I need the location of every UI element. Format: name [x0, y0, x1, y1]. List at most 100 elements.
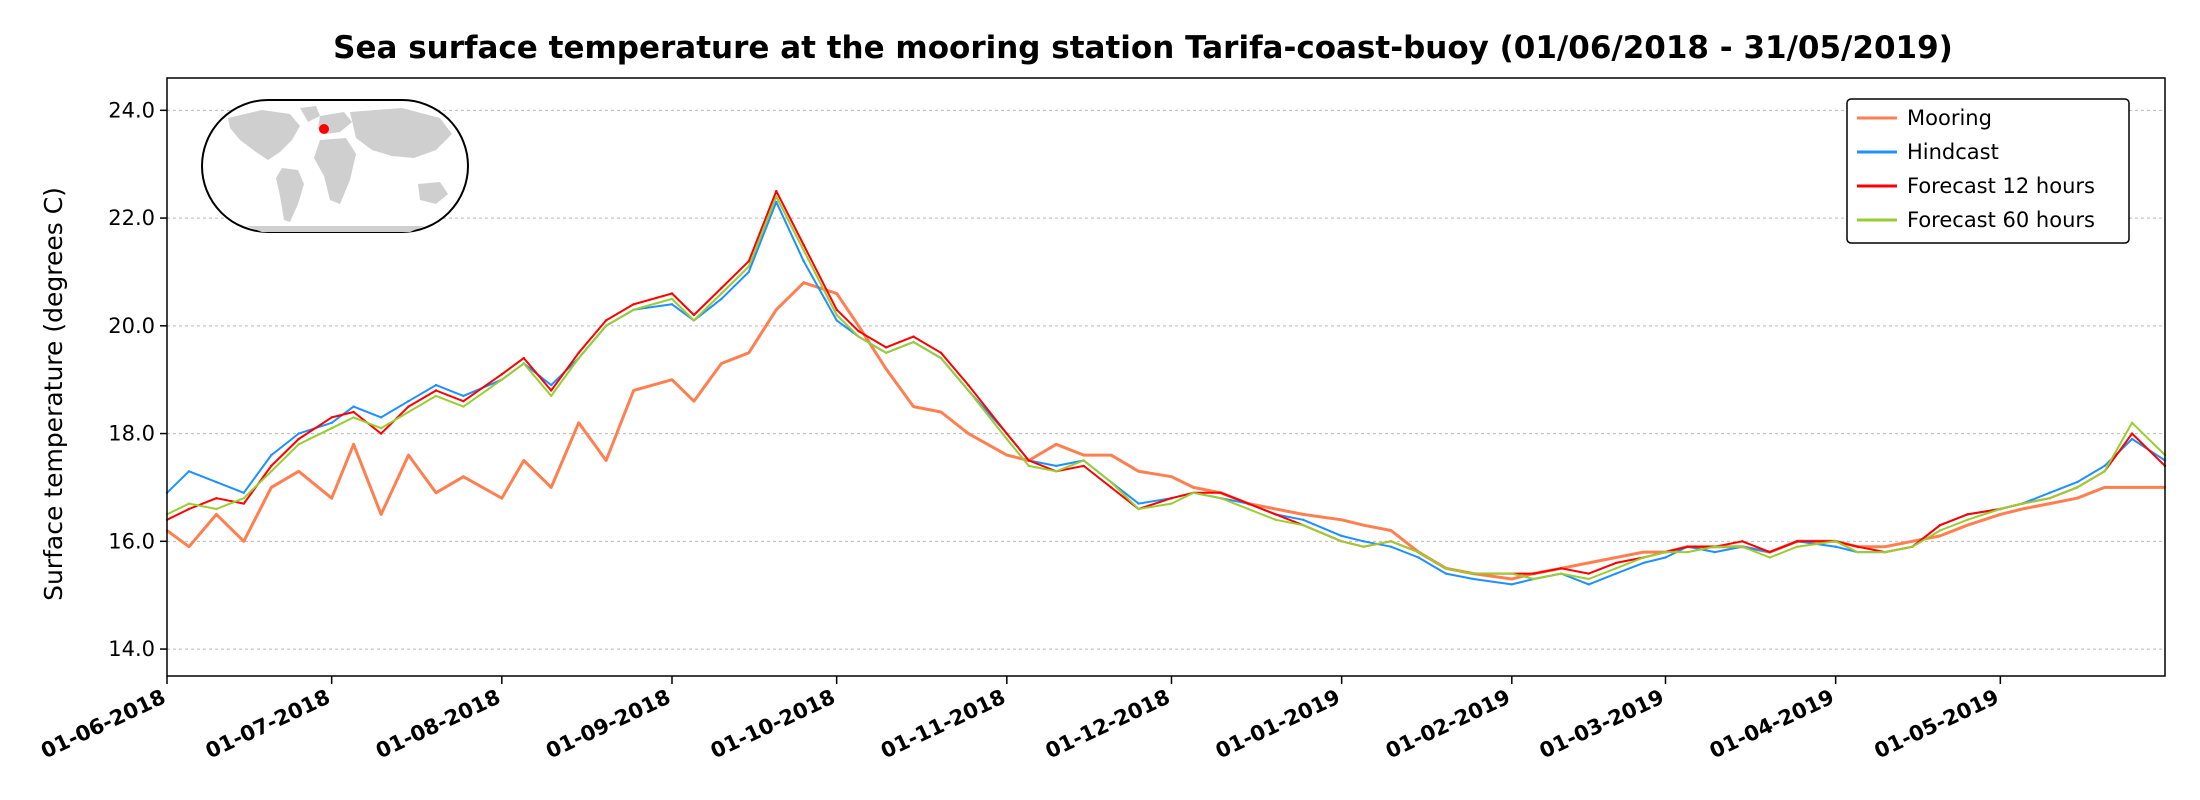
data-point [720, 297, 723, 301]
data-point [1274, 513, 1278, 516]
data-point [2076, 497, 2079, 500]
legend: Mooring Hindcast Forecast 12 hours Forecast… [1846, 98, 2130, 244]
data-point [1532, 572, 1536, 575]
data-point [1417, 550, 1420, 554]
data-point [522, 459, 525, 462]
data-point [297, 470, 300, 473]
data-point [330, 421, 333, 424]
data-point [352, 405, 355, 408]
data-point [379, 416, 383, 419]
x-tick-label: 01-10-2018 [707, 685, 839, 764]
data-point [2130, 421, 2134, 424]
data-point [857, 324, 860, 327]
legend-items: Mooring Hindcast Forecast 12 hours Forecast… [1857, 106, 2095, 232]
data-point [1340, 518, 1343, 521]
data-point [270, 486, 273, 489]
data-point [407, 410, 410, 414]
data-point [500, 497, 503, 500]
data-point [1274, 518, 1278, 521]
greenland-shape [300, 106, 320, 122]
x-tick-label: 01-12-2018 [1042, 685, 1174, 764]
data-point [604, 459, 608, 462]
data-point [884, 351, 888, 354]
data-point [912, 335, 915, 338]
data-point [1137, 502, 1140, 505]
data-point [1768, 556, 1772, 559]
data-point [187, 545, 191, 548]
data-point [747, 351, 750, 354]
data-point [1966, 513, 1969, 516]
data-point [1587, 572, 1590, 575]
data-point [1417, 556, 1420, 559]
data-point [577, 421, 580, 424]
x-tick-label: 01-11-2018 [877, 685, 1009, 764]
data-point [462, 394, 465, 398]
data-point [1302, 513, 1305, 516]
data-point [1082, 453, 1085, 457]
data-point [1389, 540, 1393, 543]
inset-world-map [201, 99, 469, 233]
data-point [1856, 550, 1859, 554]
data-point [270, 453, 273, 457]
data-point [1796, 540, 1799, 543]
legend-label: Forecast 12 hours [1907, 174, 2095, 198]
data-point [967, 389, 970, 392]
data-point [215, 507, 218, 511]
data-point [692, 319, 696, 322]
data-point [1247, 507, 1250, 511]
data-point [1082, 459, 1085, 462]
data-point [747, 270, 750, 274]
data-point [1999, 513, 2002, 516]
data-point [215, 497, 218, 500]
data-point [330, 416, 333, 419]
data-point [1614, 556, 1618, 559]
data-point [1883, 550, 1887, 554]
data-point [1082, 464, 1085, 468]
data-point [1005, 437, 1008, 441]
data-point [500, 378, 503, 381]
y-tick-label: 16.0 [108, 529, 155, 553]
data-point [1587, 561, 1590, 565]
data-point [1444, 572, 1448, 575]
data-point [2103, 464, 2106, 468]
data-point [1664, 556, 1667, 559]
data-point [242, 540, 245, 543]
data-point [632, 389, 635, 392]
legend-label: Forecast 60 hours [1907, 208, 2095, 232]
x-tick-label: 01-01-2019 [1212, 685, 1344, 764]
data-point [1055, 464, 1058, 468]
data-point [577, 356, 580, 360]
data-point [1510, 572, 1514, 575]
data-point [1389, 529, 1393, 532]
data-point [939, 351, 943, 354]
data-point [1642, 556, 1645, 559]
data-point [1587, 577, 1590, 581]
x-tick-label: 01-03-2019 [1536, 685, 1668, 764]
x-tick-label: 01-06-2018 [37, 685, 169, 764]
data-point [632, 303, 635, 306]
data-point [604, 324, 608, 327]
data-point [1883, 545, 1887, 548]
data-point [967, 432, 970, 435]
data-point [835, 292, 838, 295]
data-point [2021, 502, 2024, 505]
data-point [1510, 577, 1514, 581]
data-point [550, 389, 553, 392]
north-america-shape [228, 110, 300, 160]
data-point [939, 410, 943, 414]
data-point [550, 486, 553, 489]
data-point [1966, 518, 1969, 521]
data-point [884, 367, 888, 371]
data-point [2021, 507, 2024, 511]
data-point [1614, 561, 1618, 565]
legend-label: Hindcast [1907, 140, 1999, 164]
data-point [1768, 550, 1772, 554]
data-point [912, 405, 915, 408]
data-point [1027, 464, 1031, 468]
data-point [297, 443, 300, 446]
data-point [187, 507, 191, 511]
data-point [835, 313, 838, 317]
data-point [242, 491, 245, 494]
plot-frame [166, 77, 2166, 677]
